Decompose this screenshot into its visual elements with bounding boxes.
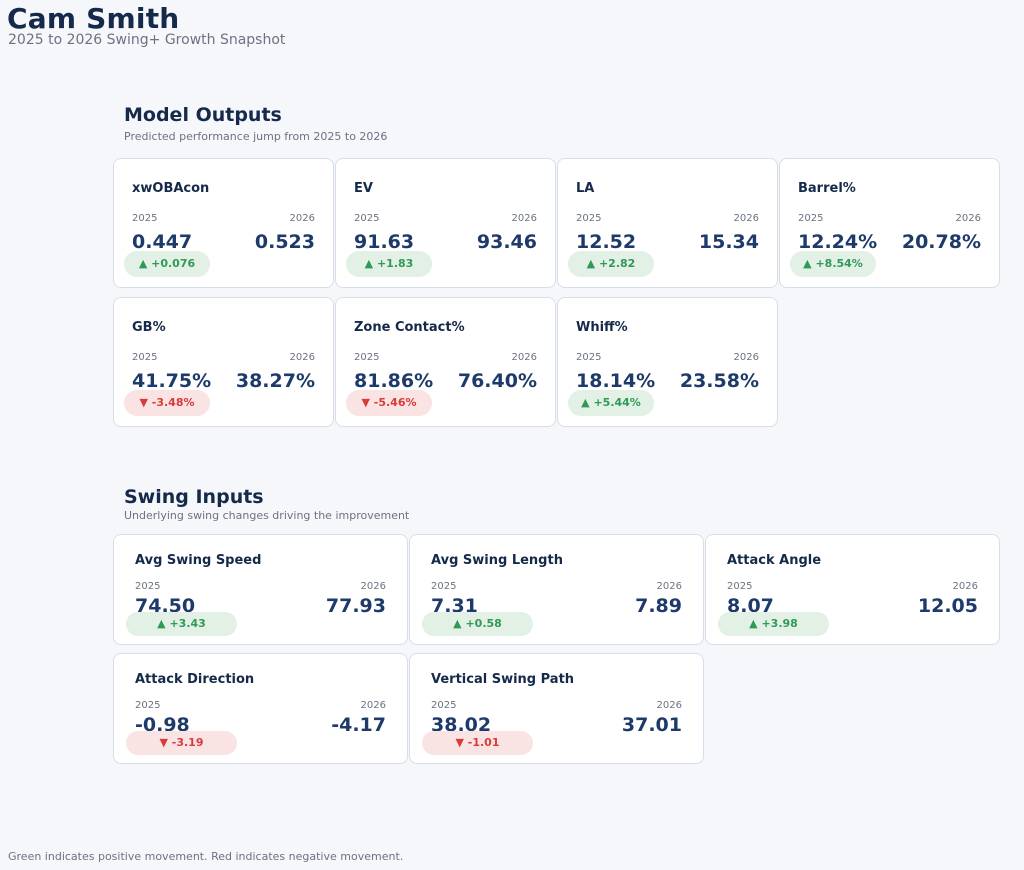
year-label-end: 2026: [511, 352, 537, 363]
metric-name: LA: [576, 181, 595, 196]
year-label-start: 2025: [576, 352, 602, 363]
metric-card-xwobacon: xwOBAcon 2025 2026 0.447 0.523 ▲ +0.076: [113, 158, 334, 288]
metric-name: GB%: [132, 320, 166, 335]
delta-badge: ▼ -1.01: [422, 731, 533, 755]
delta-badge: ▲ +8.54%: [790, 251, 876, 277]
year-label-start: 2025: [431, 700, 457, 711]
value-start: 91.63: [354, 231, 415, 253]
value-start: 0.447: [132, 231, 193, 253]
value-end: 77.93: [325, 595, 386, 617]
value-end: 23.58%: [679, 370, 759, 392]
value-start: 7.31: [431, 595, 478, 617]
year-label-end: 2026: [656, 581, 682, 592]
year-label-end: 2026: [733, 213, 759, 224]
input-card-attack-direction: Attack Direction 2025 2026 -0.98 -4.17 ▼…: [113, 653, 408, 764]
metric-card-whiff: Whiff% 2025 2026 18.14% 23.58% ▲ +5.44%: [557, 297, 778, 427]
outputs-section-subtitle: Predicted performance jump from 2025 to …: [124, 130, 388, 143]
year-label-start: 2025: [798, 213, 824, 224]
metric-card-barrel: Barrel% 2025 2026 12.24% 20.78% ▲ +8.54%: [779, 158, 1000, 288]
value-end: 20.78%: [901, 231, 981, 253]
delta-badge: ▲ +2.82: [568, 251, 654, 277]
page-subtitle: 2025 to 2026 Swing+ Growth Snapshot: [8, 32, 286, 48]
value-end: 7.89: [635, 595, 682, 617]
input-card-avg-swing-length: Avg Swing Length 2025 2026 7.31 7.89 ▲ +…: [409, 534, 704, 645]
input-card-vertical-swing-path: Vertical Swing Path 2025 2026 38.02 37.0…: [409, 653, 704, 764]
year-label-start: 2025: [354, 352, 380, 363]
year-label-end: 2026: [289, 352, 315, 363]
year-label-end: 2026: [289, 213, 315, 224]
value-start: -0.98: [135, 714, 190, 736]
value-start: 8.07: [727, 595, 774, 617]
delta-badge: ▲ +0.58: [422, 612, 533, 636]
metric-name: Attack Direction: [135, 672, 255, 687]
year-label-end: 2026: [511, 213, 537, 224]
year-label-start: 2025: [431, 581, 457, 592]
year-label-start: 2025: [135, 581, 161, 592]
delta-badge: ▲ +0.076: [124, 251, 210, 277]
value-start: 38.02: [431, 714, 492, 736]
inputs-section-title: Swing Inputs: [124, 486, 264, 508]
metric-name: Avg Swing Speed: [135, 553, 262, 568]
year-label-end: 2026: [733, 352, 759, 363]
year-label-start: 2025: [132, 352, 158, 363]
footer-note: Green indicates positive movement. Red i…: [8, 850, 404, 863]
metric-name: Whiff%: [576, 320, 628, 335]
value-end: 37.01: [621, 714, 682, 736]
value-start: 12.24%: [798, 231, 878, 253]
value-end: 76.40%: [457, 370, 537, 392]
delta-badge: ▲ +5.44%: [568, 390, 654, 416]
value-start: 41.75%: [132, 370, 212, 392]
metric-name: Avg Swing Length: [431, 553, 563, 568]
delta-badge: ▼ -3.48%: [124, 390, 210, 416]
value-start: 81.86%: [354, 370, 434, 392]
year-label-end: 2026: [955, 213, 981, 224]
year-label-end: 2026: [360, 581, 386, 592]
delta-badge: ▼ -3.19: [126, 731, 237, 755]
input-card-avg-swing-speed: Avg Swing Speed 2025 2026 74.50 77.93 ▲ …: [113, 534, 408, 645]
outputs-section-title: Model Outputs: [124, 104, 282, 126]
value-start: 74.50: [135, 595, 196, 617]
metric-card-la: LA 2025 2026 12.52 15.34 ▲ +2.82: [557, 158, 778, 288]
metric-name: Barrel%: [798, 181, 856, 196]
year-label-end: 2026: [952, 581, 978, 592]
metric-name: Zone Contact%: [354, 320, 465, 335]
inputs-section-subtitle: Underlying swing changes driving the imp…: [124, 509, 410, 522]
year-label-end: 2026: [360, 700, 386, 711]
year-label-start: 2025: [135, 700, 161, 711]
metric-card-ev: EV 2025 2026 91.63 93.46 ▲ +1.83: [335, 158, 556, 288]
year-label-end: 2026: [656, 700, 682, 711]
value-end: 38.27%: [235, 370, 315, 392]
value-start: 12.52: [576, 231, 637, 253]
value-end: 12.05: [917, 595, 978, 617]
year-label-start: 2025: [576, 213, 602, 224]
delta-badge: ▲ +1.83: [346, 251, 432, 277]
metric-card-gb: GB% 2025 2026 41.75% 38.27% ▼ -3.48%: [113, 297, 334, 427]
value-end: 93.46: [476, 231, 537, 253]
delta-badge: ▼ -5.46%: [346, 390, 432, 416]
metric-name: EV: [354, 181, 373, 196]
metric-name: Attack Angle: [727, 553, 822, 568]
year-label-start: 2025: [727, 581, 753, 592]
year-label-start: 2025: [132, 213, 158, 224]
metric-card-zone-contact: Zone Contact% 2025 2026 81.86% 76.40% ▼ …: [335, 297, 556, 427]
value-end: 0.523: [254, 231, 315, 253]
delta-badge: ▲ +3.43: [126, 612, 237, 636]
input-card-attack-angle: Attack Angle 2025 2026 8.07 12.05 ▲ +3.9…: [705, 534, 1000, 645]
page-title: Cam Smith: [7, 2, 180, 35]
value-start: 18.14%: [576, 370, 656, 392]
value-end: 15.34: [698, 231, 759, 253]
year-label-start: 2025: [354, 213, 380, 224]
metric-name: Vertical Swing Path: [431, 672, 575, 687]
delta-badge: ▲ +3.98: [718, 612, 829, 636]
value-end: -4.17: [331, 714, 386, 736]
metric-name: xwOBAcon: [132, 181, 210, 196]
